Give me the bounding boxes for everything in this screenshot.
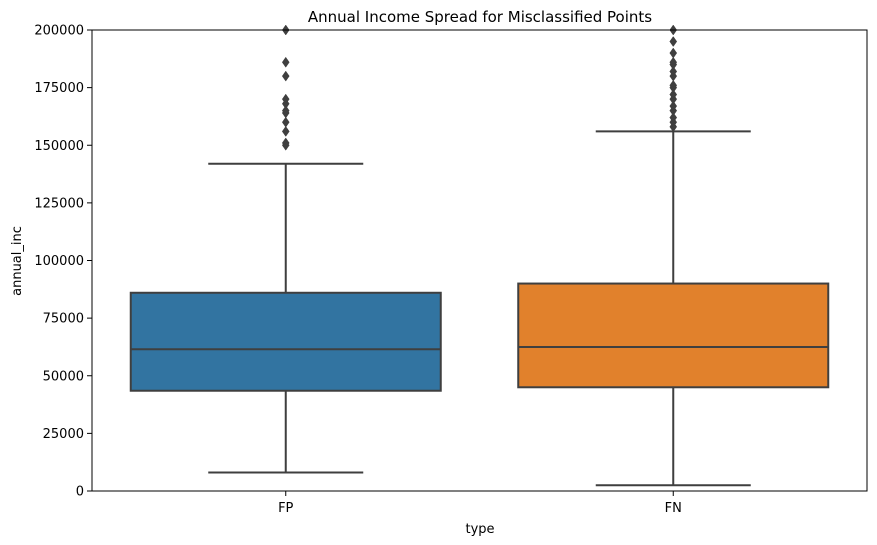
- y-tick-label: 125000: [34, 196, 84, 211]
- y-tick-label: 25000: [43, 427, 84, 442]
- chart-title: Annual Income Spread for Misclassified P…: [308, 8, 652, 26]
- outlier-point: [281, 116, 290, 128]
- plot-area: 0 25000 50000 75000 100000 125000 150000 175000…: [34, 24, 830, 516]
- outlier-point: [281, 105, 290, 117]
- outlier-point: [669, 79, 678, 91]
- outlier-point: [669, 56, 678, 68]
- x-tick-label: FP: [278, 501, 293, 516]
- y-tick-label: 100000: [34, 254, 84, 269]
- outlier-point: [669, 89, 678, 100]
- outlier-point: [281, 125, 290, 137]
- outlier-point: [669, 47, 678, 59]
- y-tick-label: 0: [76, 485, 84, 500]
- x-axis-label: type: [465, 522, 494, 537]
- outlier-point: [281, 93, 290, 105]
- outlier-point: [281, 70, 290, 82]
- y-tick-label: 150000: [34, 139, 84, 154]
- outlier-point: [281, 137, 290, 149]
- y-tick-label: 200000: [34, 24, 84, 39]
- y-axis-label: annual_inc: [10, 226, 25, 296]
- outlier-point: [669, 112, 678, 124]
- y-tick-label: 50000: [43, 369, 84, 384]
- outlier-point: [669, 36, 678, 47]
- y-tick-label: 175000: [34, 81, 84, 96]
- outlier-point: [669, 100, 678, 112]
- outlier-point: [281, 56, 290, 68]
- outlier-point: [669, 66, 678, 77]
- x-tick-label: FN: [665, 501, 682, 516]
- box-fn: [517, 282, 830, 389]
- y-tick-label: 75000: [43, 312, 84, 327]
- plot-frame: [91, 29, 868, 492]
- box-fp: [129, 291, 442, 392]
